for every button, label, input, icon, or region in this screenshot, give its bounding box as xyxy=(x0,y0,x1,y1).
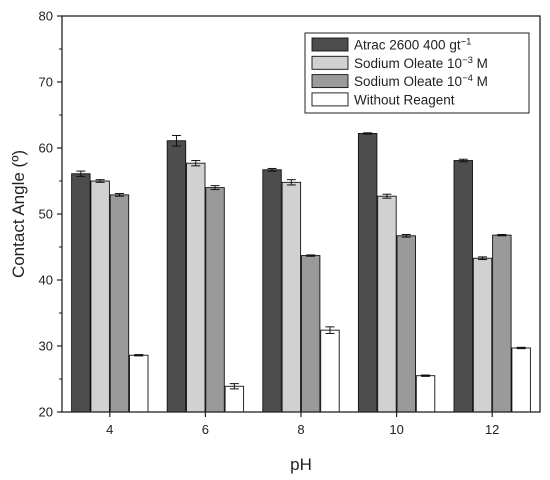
y-tick-label: 40 xyxy=(39,273,53,288)
y-tick-label: 70 xyxy=(39,75,53,90)
y-tick-label: 60 xyxy=(39,141,53,156)
y-tick-label: 80 xyxy=(39,9,53,24)
bar xyxy=(472,257,493,413)
bar xyxy=(300,255,321,413)
legend-swatch xyxy=(311,74,349,89)
x-axis-title: pH xyxy=(290,455,312,474)
bars-layer xyxy=(71,133,531,413)
bar xyxy=(166,140,187,413)
bar xyxy=(186,162,206,413)
x-tick-label: 12 xyxy=(485,422,499,437)
legend-swatch xyxy=(311,92,349,107)
bar xyxy=(396,235,416,413)
x-tick-label: 8 xyxy=(297,422,304,437)
bar xyxy=(109,194,130,413)
bar xyxy=(71,173,91,413)
bar xyxy=(415,375,436,413)
y-tick-label: 20 xyxy=(39,405,53,420)
error-bars-layer xyxy=(76,132,526,390)
bar xyxy=(453,160,473,413)
bar xyxy=(224,385,245,413)
legend-swatch xyxy=(311,37,349,52)
legend-label: Sodium Oleate 10−4 M xyxy=(354,73,488,89)
bar xyxy=(90,180,110,413)
bar xyxy=(492,234,512,413)
y-tick-label: 50 xyxy=(39,207,53,222)
bar xyxy=(281,181,302,413)
bar xyxy=(357,133,378,413)
bar xyxy=(377,195,397,413)
bar xyxy=(129,354,149,413)
bar xyxy=(511,347,531,413)
y-tick-label: 30 xyxy=(39,339,53,354)
bar xyxy=(320,329,340,413)
legend-label: Without Reagent xyxy=(354,92,455,107)
bar xyxy=(205,187,225,413)
legend-label: Sodium Oleate 10−3 M xyxy=(354,55,488,71)
axis-ticks-layer: 4 6 8 10 12 20 30 40 50 60 70 80 xyxy=(39,9,500,438)
legend-swatch xyxy=(311,55,349,70)
bar xyxy=(262,169,282,413)
x-tick-label: 4 xyxy=(106,422,113,437)
y-axis-title: Contact Angle (º) xyxy=(9,150,28,278)
legend-label: Atrac 2600 400 gt−1 xyxy=(354,37,471,53)
x-tick-label: 6 xyxy=(202,422,209,437)
legend: Atrac 2600 400 gt−1 Sodium Oleate 10−3 M S… xyxy=(304,32,530,114)
x-tick-label: 10 xyxy=(389,422,403,437)
